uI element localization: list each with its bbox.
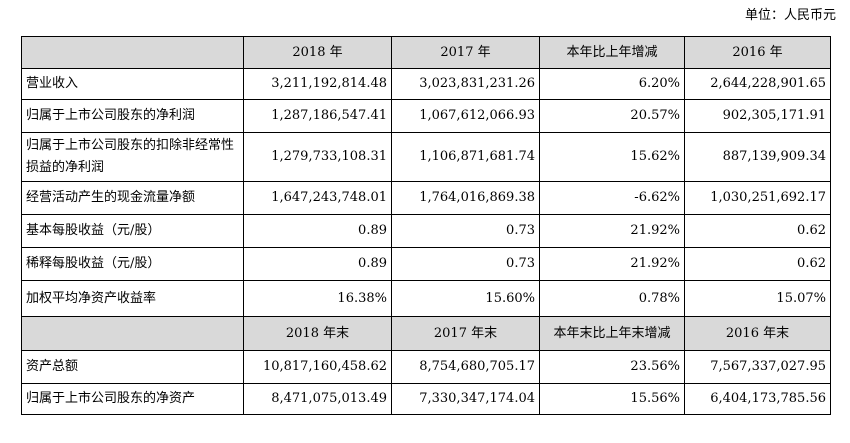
row-label: 归属于上市公司股东的扣除非经常性损益的净利润 [21, 132, 244, 182]
cell-2016: 15.07% [684, 280, 831, 317]
table-row: 经营活动产生的现金流量净额 1,647,243,748.01 1,764,016… [21, 181, 831, 215]
table-row: 归属于上市公司股东的净资产 8,471,075,013.49 7,330,347… [21, 383, 831, 415]
cell-2018: 1,647,243,748.01 [243, 181, 392, 215]
table-row: 营业收入 3,211,192,814.48 3,023,831,231.26 6… [21, 68, 831, 100]
cell-change: 6.20% [539, 68, 685, 100]
header-cell-2016: 2016 年 [684, 36, 831, 69]
cell-2017: 1,764,016,869.38 [391, 181, 540, 215]
row-label: 资产总额 [21, 350, 244, 384]
cell-2018-end: 10,817,160,458.62 [243, 350, 392, 384]
cell-2016: 0.62 [684, 214, 831, 248]
cell-change: 15.56% [539, 383, 685, 415]
cell-2016-end: 7,567,337,027.95 [684, 350, 831, 384]
table-row: 归属于上市公司股东的扣除非经常性损益的净利润 1,279,733,108.31 … [21, 132, 831, 182]
row-label: 经营活动产生的现金流量净额 [21, 181, 244, 215]
cell-2016: 887,139,909.34 [684, 132, 831, 182]
cell-2018: 3,211,192,814.48 [243, 68, 392, 100]
cell-change: 20.57% [539, 99, 685, 133]
row-label: 营业收入 [21, 68, 244, 100]
cell-change: 21.92% [539, 214, 685, 248]
header-cell-2018: 2018 年 [243, 36, 392, 69]
cell-2017: 15.60% [391, 280, 540, 317]
cell-2018: 0.89 [243, 214, 392, 248]
cell-change: 23.56% [539, 350, 685, 384]
cell-change: -6.62% [539, 181, 685, 215]
cell-2017: 1,067,612,066.93 [391, 99, 540, 133]
cell-change: 15.62% [539, 132, 685, 182]
cell-2016: 902,305,171.91 [684, 99, 831, 133]
cell-change: 0.78% [539, 280, 685, 317]
table-row: 加权平均净资产收益率 16.38% 15.60% 0.78% 15.07% [21, 280, 831, 317]
cell-2018: 1,287,186,547.41 [243, 99, 392, 133]
header-cell-change: 本年比上年增减 [539, 36, 685, 69]
cell-change: 21.92% [539, 247, 685, 281]
table-subheader-row: 2018 年末 2017 年末 本年末比上年末增减 2016 年末 [21, 316, 831, 351]
cell-2018-end: 8,471,075,013.49 [243, 383, 392, 415]
cell-2017-end: 7,330,347,174.04 [391, 383, 540, 415]
unit-label: 单位：人民币元 [744, 8, 836, 23]
cell-2018: 0.89 [243, 247, 392, 281]
cell-2017: 0.73 [391, 214, 540, 248]
subheader-cell-change: 本年末比上年末增减 [539, 316, 685, 351]
subheader-cell-2016-end: 2016 年末 [684, 316, 831, 351]
cell-2016: 2,644,228,901.65 [684, 68, 831, 100]
cell-2018: 1,279,733,108.31 [243, 132, 392, 182]
row-label: 加权平均净资产收益率 [21, 280, 244, 317]
row-label: 稀释每股收益（元/股） [21, 247, 244, 281]
cell-2016: 1,030,251,692.17 [684, 181, 831, 215]
row-label: 归属于上市公司股东的净资产 [21, 383, 244, 415]
header-cell-2017: 2017 年 [391, 36, 540, 69]
subheader-cell-label [21, 316, 244, 351]
cell-2018: 16.38% [243, 280, 392, 317]
cell-2017: 0.73 [391, 247, 540, 281]
cell-2016: 0.62 [684, 247, 831, 281]
table-row: 资产总额 10,817,160,458.62 8,754,680,705.17 … [21, 350, 831, 384]
subheader-cell-2017-end: 2017 年末 [391, 316, 540, 351]
table-header-row: 2018 年 2017 年 本年比上年增减 2016 年 [21, 36, 831, 69]
subheader-cell-2018-end: 2018 年末 [243, 316, 392, 351]
row-label: 归属于上市公司股东的净利润 [21, 99, 244, 133]
row-label: 基本每股收益（元/股） [21, 214, 244, 248]
cell-2016-end: 6,404,173,785.56 [684, 383, 831, 415]
cell-2017: 1,106,871,681.74 [391, 132, 540, 182]
header-cell-label [21, 36, 244, 69]
table-row: 基本每股收益（元/股） 0.89 0.73 21.92% 0.62 [21, 214, 831, 248]
table-row: 归属于上市公司股东的净利润 1,287,186,547.41 1,067,612… [21, 99, 831, 133]
table-row: 稀释每股收益（元/股） 0.89 0.73 21.92% 0.62 [21, 247, 831, 281]
cell-2017: 3,023,831,231.26 [391, 68, 540, 100]
cell-2017-end: 8,754,680,705.17 [391, 350, 540, 384]
financial-summary-table: 2018 年 2017 年 本年比上年增减 2016 年 营业收入 3,211,… [21, 36, 831, 415]
